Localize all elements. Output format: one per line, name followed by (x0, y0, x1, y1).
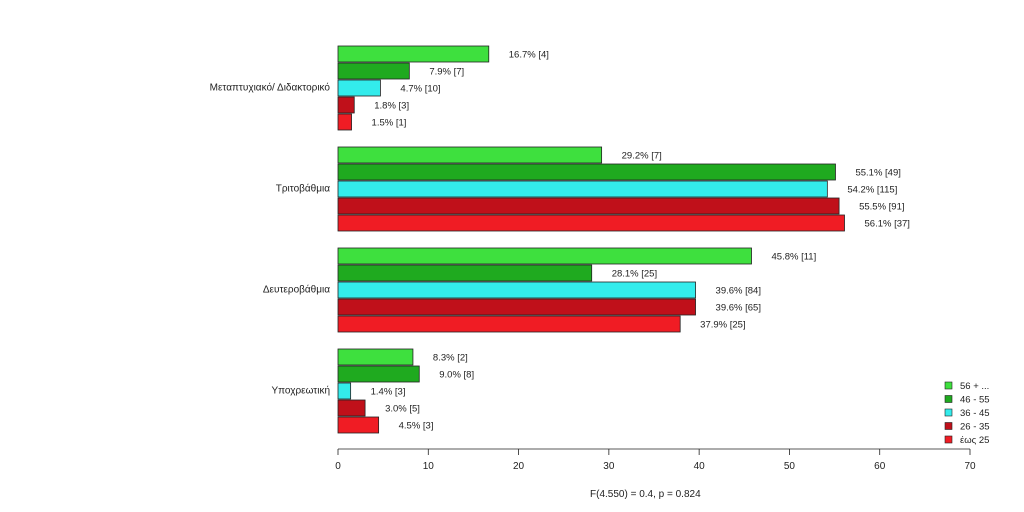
data-label-0-1: 7.9% [7] (429, 67, 464, 78)
bar-0-1 (337, 62, 410, 80)
bar-3-1 (337, 365, 420, 383)
data-label-1-4: 56.1% [37] (865, 219, 910, 230)
category-label-1: Τριτοβάθμια (276, 183, 330, 195)
x-tick-label-0: 0 (335, 461, 341, 472)
x-tick-label-1: 10 (423, 461, 435, 472)
x-tick-label-5: 50 (784, 461, 796, 472)
bar-2-1 (337, 264, 593, 282)
bar-2-3 (337, 298, 696, 316)
bar-1-3 (337, 197, 840, 215)
data-label-1-3: 55.5% [91] (859, 202, 904, 213)
data-label-2-1: 28.1% [25] (612, 269, 657, 280)
stat-annotation: F(4.550) = 0.4, p = 0.824 (590, 489, 701, 500)
bar-3-3 (337, 399, 366, 417)
legend-swatch-1 (944, 395, 953, 403)
legend-label-0: 56 + ... (960, 381, 989, 392)
data-label-0-2: 4.7% [10] (400, 84, 440, 95)
data-label-1-0: 29.2% [7] (622, 151, 662, 162)
legend-swatch-4 (944, 435, 953, 444)
bar-2-4 (337, 315, 681, 333)
data-label-2-0: 45.8% [11] (772, 252, 817, 263)
data-label-3-4: 4.5% [3] (399, 421, 434, 432)
data-labels-layer: 16.7% [4] 7.9% [7] 4.7% [10] 1.8% [3] 1.5% [… (371, 50, 910, 432)
x-tick-label-6: 60 (874, 461, 886, 472)
data-label-3-0: 8.3% [2] (433, 353, 468, 364)
bar-2-2 (337, 281, 696, 299)
legend-label-4: έως 25 (960, 435, 989, 446)
bars-layer (337, 45, 845, 434)
data-label-3-1: 9.0% [8] (439, 370, 474, 381)
x-axis: 0 10 20 30 40 50 60 70 (335, 448, 976, 472)
data-label-3-3: 3.0% [5] (385, 404, 420, 415)
data-label-0-3: 1.8% [3] (374, 101, 409, 112)
category-label-2: Δευτεροβάθμια (263, 284, 330, 296)
data-label-1-1: 55.1% [49] (855, 168, 900, 179)
data-label-2-2: 39.6% [84] (716, 286, 761, 297)
data-label-1-2: 54.2% [115] (847, 185, 897, 196)
legend-swatch-2 (944, 408, 953, 417)
x-tick-label-4: 40 (694, 461, 706, 472)
data-label-0-0: 16.7% [4] (509, 50, 549, 61)
bar-1-2 (337, 180, 828, 198)
category-labels-layer: Μεταπτυχιακό/ Διδακτορικό Τριτοβάθμια Δευτ… (210, 82, 331, 397)
bar-3-2 (337, 382, 352, 400)
bar-0-4 (337, 113, 352, 131)
x-tick-label-2: 20 (513, 461, 525, 472)
bar-1-4 (337, 214, 845, 232)
bar-2-0 (337, 247, 752, 265)
x-tick-label-7: 70 (964, 461, 976, 472)
data-label-2-3: 39.6% [65] (716, 303, 761, 314)
bar-3-4 (337, 416, 380, 434)
legend-swatch-0 (944, 381, 953, 390)
bar-0-3 (337, 96, 355, 114)
category-label-0: Μεταπτυχιακό/ Διδακτορικό (210, 82, 331, 94)
bar-1-0 (337, 146, 603, 164)
legend-swatch-3 (944, 422, 953, 430)
data-label-3-2: 1.4% [3] (371, 387, 406, 398)
legend-label-3: 26 - 35 (960, 422, 990, 433)
legend-label-1: 46 - 55 (960, 395, 990, 406)
bar-0-0 (337, 45, 490, 63)
data-label-2-4: 37.9% [25] (700, 320, 745, 331)
x-tick-label-3: 30 (603, 461, 615, 472)
legend: 56 + ... 46 - 55 36 - 45 26 - 35 έως 25 (944, 381, 990, 446)
bar-3-0 (337, 348, 414, 366)
legend-label-2: 36 - 45 (960, 408, 990, 419)
data-label-0-4: 1.5% [1] (372, 118, 407, 129)
bar-1-1 (337, 163, 836, 181)
bar-0-2 (337, 79, 381, 97)
category-label-3: Υποχρεωτική (271, 385, 330, 397)
